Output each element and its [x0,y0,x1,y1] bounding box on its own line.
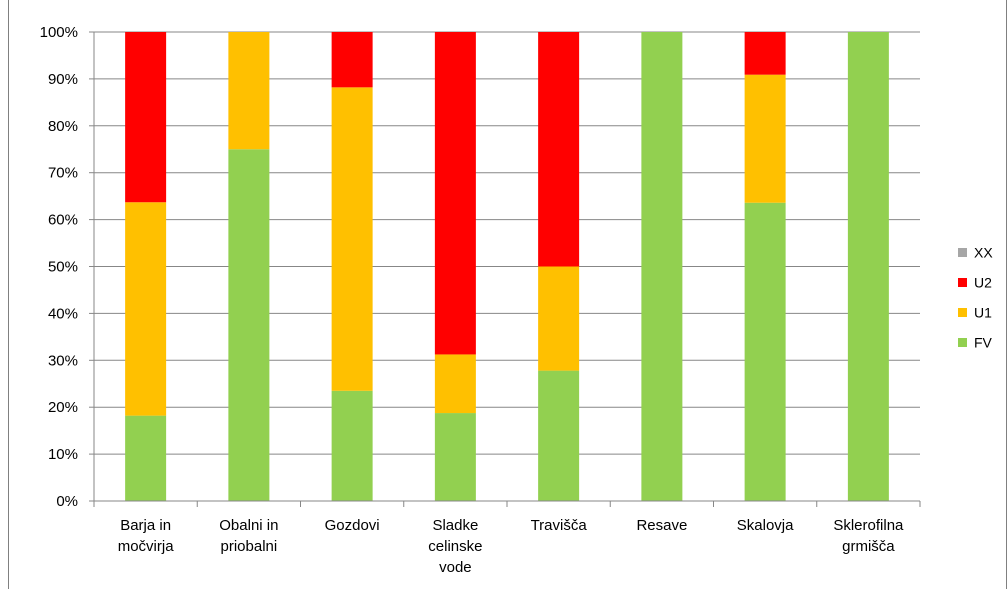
y-tick-label: 20% [48,399,78,416]
category-label-line: vode [439,559,472,576]
legend-swatch-u1 [958,308,967,317]
y-tick-label: 0% [56,493,78,510]
category-label-line: Sklerofilna [833,517,904,534]
bar-segment-u2 [744,32,786,75]
bar-segment-fv [744,202,786,501]
category-label: Sladke celinske vode [428,517,482,576]
bar-segment-u1 [744,74,786,203]
bar-segment-u1 [538,266,580,371]
category-label-line: Resave [636,517,687,534]
bar-segment-fv [847,32,889,501]
category-label: Travišča [531,517,588,534]
category-label: Barja in močvirja [118,517,174,555]
y-tick-label: 40% [48,305,78,322]
bar-segment-fv [331,390,373,501]
category-label: Sklerofilna grmišča [833,517,904,555]
bar-segment-fv [641,32,683,501]
category-label-line: Gozdovi [325,517,380,534]
y-tick-label: 80% [48,118,78,135]
bar-segment-u2 [331,32,373,88]
y-tick-labels: 0% 10% 20% 30% 40% 50% 60% 70% 80% 90% 100% [40,24,78,510]
bar-segment-fv [434,413,476,501]
bar-segment-fv [538,370,580,501]
category-label-line: močvirja [118,538,174,555]
axes [89,31,921,507]
y-tick-label: 90% [48,71,78,88]
y-tick-label: 60% [48,212,78,229]
category-label: Skalovja [737,517,794,534]
category-label: Resave [636,517,687,534]
bar-segment-u2 [434,32,476,355]
legend: XX U2 U1 FV [958,245,993,351]
category-label-line: Skalovja [737,517,794,534]
category-label-line: Sladke [432,517,478,534]
bar-segment-u1 [331,87,373,391]
bar-segment-u2 [125,32,167,203]
y-tick-label: 70% [48,165,78,182]
legend-swatch-u2 [958,278,967,287]
bar-segment-fv [228,149,270,501]
category-label: Obalni in priobalni [219,517,278,555]
y-tick-label: 50% [48,259,78,276]
chart-frame [8,0,1007,589]
legend-label-u1: U1 [974,305,992,321]
legend-label-fv: FV [974,335,993,351]
y-tick-label: 30% [48,352,78,369]
bar-segment-u1 [125,202,167,416]
y-tick-label: 10% [48,446,78,463]
category-label-line: celinske [428,538,482,555]
category-label: Gozdovi [325,517,380,534]
category-label-line: Barja in [120,517,171,534]
category-label-line: Travišča [531,517,588,534]
bar-segment-u1 [228,32,270,150]
bar-segment-u1 [434,354,476,414]
category-label-line: Obalni in [219,517,278,534]
legend-label-xx: XX [974,245,993,261]
legend-swatch-xx [958,248,967,257]
category-label-line: priobalni [221,538,278,555]
category-label-line: grmišča [842,538,895,555]
bar-segment-u2 [538,32,580,267]
legend-swatch-fv [958,338,967,347]
y-tick-label: 100% [40,24,78,41]
legend-label-u2: U2 [974,275,992,291]
bars [125,32,889,501]
bar-segment-fv [125,415,167,501]
gridlines [94,31,920,455]
category-labels: Barja in močvirja Obalni in priobalni Gozdov… [118,517,904,576]
